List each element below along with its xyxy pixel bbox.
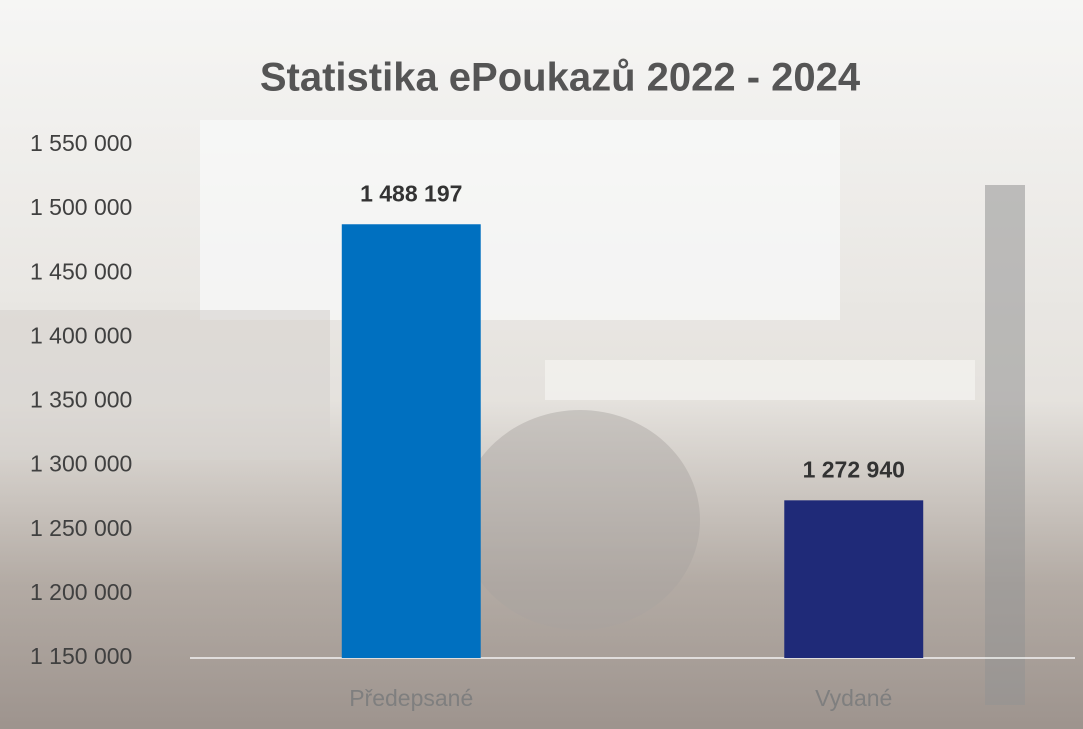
- y-tick-label: 1 300 000: [30, 451, 132, 477]
- chart-title: Statistika ePoukazů 2022 - 2024: [260, 56, 861, 100]
- x-tick-label: Předepsané: [349, 685, 473, 711]
- value-label: 1 488 197: [360, 180, 462, 206]
- y-tick-label: 1 350 000: [30, 387, 132, 413]
- y-tick-label: 1 250 000: [30, 515, 132, 541]
- x-tick-label: Vydané: [815, 685, 892, 711]
- bar: [784, 500, 924, 658]
- y-tick-label: 1 450 000: [30, 258, 132, 284]
- y-tick-label: 1 400 000: [30, 322, 132, 348]
- y-tick-label: 1 150 000: [30, 643, 132, 669]
- value-label: 1 272 940: [803, 456, 905, 482]
- bar: [341, 224, 481, 659]
- y-tick-label: 1 200 000: [30, 579, 132, 605]
- y-tick-label: 1 500 000: [30, 194, 132, 220]
- y-tick-label: 1 550 000: [30, 130, 132, 156]
